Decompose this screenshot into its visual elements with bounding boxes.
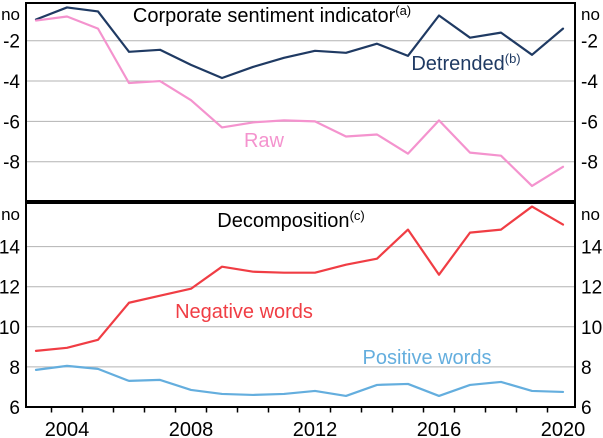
y-tick-label-left: 10 [0, 318, 20, 339]
unit-label-right: no [581, 5, 600, 24]
raw-label: Raw [244, 130, 285, 152]
negative-words-label: Negative words [175, 301, 313, 323]
y-tick-label-left: -8 [3, 153, 20, 174]
detrended-line [34, 6, 565, 80]
y-tick-label-left: -6 [3, 112, 20, 133]
decomposition-title: Decomposition(c) [217, 208, 364, 232]
y-tick-label-left: -2 [3, 32, 20, 53]
unit-label-left: no [1, 5, 20, 24]
bottom-panel: no 14 12 10 8 6 no 14 12 10 8 6 Decomposition(c) Nega… [0, 202, 603, 438]
y-tick-label-right: 14 [581, 238, 603, 259]
y-tick-label-left: 12 [0, 278, 20, 299]
x-axis-year-label: 2012 [293, 419, 338, 438]
y-tick-label-right: -8 [581, 153, 598, 174]
x-axis-year-label: 2020 [541, 419, 586, 438]
y-tick-label-right: 6 [581, 398, 592, 419]
y-tick-label-right: 12 [581, 278, 602, 299]
y-tick-label-left: 8 [9, 358, 20, 379]
x-axis-year-label: 2004 [45, 419, 90, 438]
top-panel: no -2 -4 -6 -8 no -2 -4 -6 -8 Corporate sentiment … [1, 2, 600, 202]
positive-words-label: Positive words [363, 347, 492, 369]
unit-label-right: no [581, 205, 600, 224]
x-axis-year-label: 2016 [417, 419, 462, 438]
y-tick-label-right: -6 [581, 112, 598, 133]
x-axis-year-label: 2008 [169, 419, 214, 438]
y-tick-label-right: 10 [581, 318, 602, 339]
unit-label-left: no [1, 205, 20, 224]
y-tick-label-right: -4 [581, 72, 598, 93]
raw-line [34, 15, 565, 188]
panel-border [25, 2, 576, 202]
y-tick-label-right: 8 [581, 358, 592, 379]
y-tick-label-left: 14 [0, 238, 20, 259]
negative-words-line [34, 205, 565, 352]
panel-border [25, 202, 576, 408]
y-tick-label-right: -2 [581, 32, 598, 53]
detrended-label: Detrended(b) [411, 51, 520, 75]
y-tick-label-left: 6 [9, 398, 20, 419]
corporate-sentiment-indicator-title: Corporate sentiment indicator(a) [133, 3, 411, 27]
positive-words-line [34, 364, 565, 398]
y-tick-label-left: -4 [3, 72, 20, 93]
